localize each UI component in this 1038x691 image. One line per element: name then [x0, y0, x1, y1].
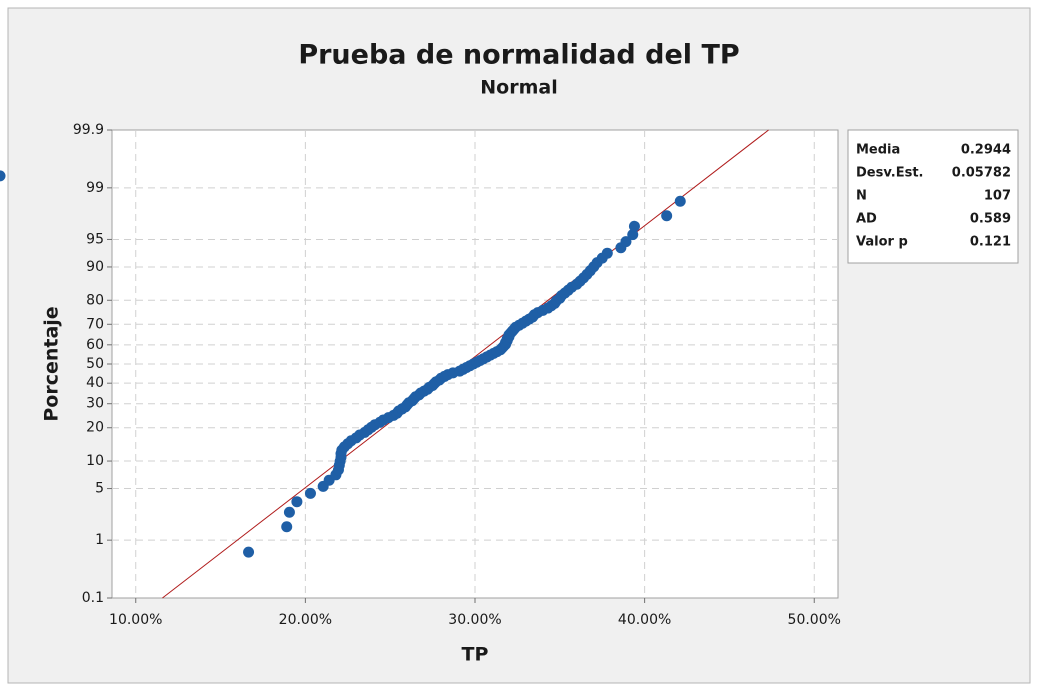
y-tick-label: 95: [86, 231, 104, 247]
x-tick-label: 40.00%: [618, 612, 671, 628]
stats-value: 0.589: [970, 212, 1011, 227]
data-point: [243, 546, 255, 558]
data-point: [674, 195, 686, 207]
stats-label: Media: [856, 143, 900, 158]
data-point: [0, 170, 6, 182]
y-tick-label: 10: [86, 453, 104, 469]
chart-subtitle: Normal: [480, 77, 557, 99]
y-tick-label: 5: [95, 481, 104, 497]
x-tick-label: 30.00%: [448, 612, 501, 628]
y-tick-label: 70: [86, 316, 104, 332]
data-point: [620, 236, 632, 248]
data-point: [661, 210, 673, 222]
data-point: [281, 521, 293, 533]
stats-label: Desv.Est.: [856, 166, 923, 181]
y-tick-label: 90: [86, 259, 104, 275]
y-axis-label: Porcentaje: [41, 306, 63, 421]
x-tick-label: 20.00%: [279, 612, 332, 628]
stats-label: N: [856, 189, 867, 204]
x-tick-label: 10.00%: [109, 612, 162, 628]
y-tick-label: 50: [86, 356, 104, 372]
y-tick-label: 1: [95, 532, 104, 548]
y-tick-label: 0.1: [82, 590, 104, 606]
y-tick-label: 60: [86, 337, 104, 353]
stats-label: AD: [856, 212, 877, 227]
x-tick-label: 50.00%: [788, 612, 841, 628]
stats-value: 0.2944: [961, 143, 1011, 158]
stats-label: Valor p: [856, 235, 908, 250]
data-point: [291, 496, 303, 508]
chart-title: Prueba de normalidad del TP: [298, 40, 739, 71]
y-tick-label: 80: [86, 292, 104, 308]
y-tick-label: 20: [86, 420, 104, 436]
y-tick-label: 40: [86, 375, 104, 391]
stats-value: 107: [984, 189, 1011, 204]
data-point: [628, 220, 640, 232]
data-point: [601, 247, 613, 259]
x-axis-label: TP: [462, 644, 489, 666]
data-point: [627, 229, 639, 241]
stats-value: 0.121: [970, 235, 1011, 250]
stats-value: 0.05782: [952, 166, 1011, 181]
data-point: [283, 506, 295, 518]
y-tick-label: 99: [86, 180, 104, 196]
y-tick-label: 99.9: [73, 122, 104, 138]
data-point: [304, 487, 316, 499]
stats-box: [847, 129, 1019, 264]
y-tick-label: 30: [86, 396, 104, 412]
